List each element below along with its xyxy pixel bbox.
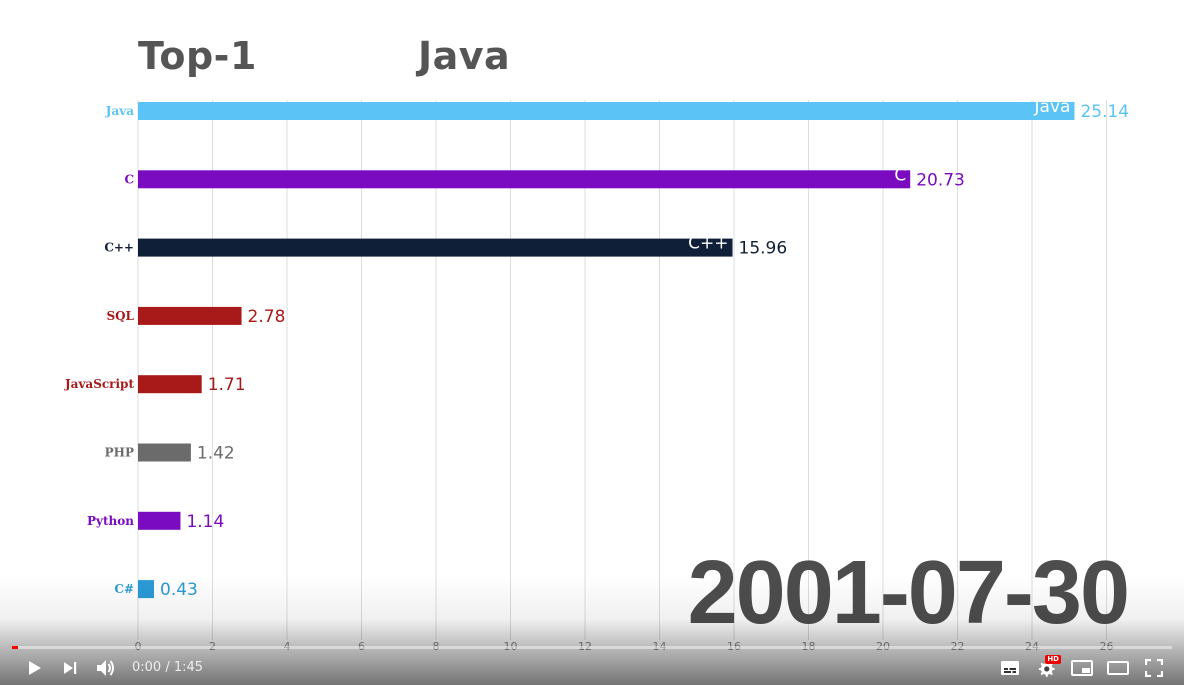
bar-value-label: 1.42 [197,444,235,464]
time-display: 0:00 / 1:45 [132,660,204,675]
bar [138,102,1075,120]
bar-value-label: 2.78 [248,307,286,327]
bar [138,375,202,394]
play-button[interactable] [16,651,52,685]
player-controls: 0:00 / 1:45 HD [0,650,1184,685]
y-category-label: SQL [106,309,134,323]
fullscreen-icon [1145,658,1163,677]
bar [138,306,242,325]
theater-icon [1107,660,1129,675]
bar-value-label: 0.43 [160,580,198,600]
bar [138,580,155,599]
next-button[interactable] [52,651,88,685]
bar-inner-label: Java [1034,97,1071,117]
progress-bar[interactable] [12,646,1172,649]
volume-button[interactable] [88,651,124,685]
miniplayer-button[interactable] [1064,651,1100,685]
bar-value-label: 20.73 [916,170,965,190]
theater-button[interactable] [1100,651,1136,685]
volume-icon [97,659,114,676]
bar-inner-label: C++ [688,234,728,254]
y-category-label: C [124,172,134,186]
settings-icon [1038,660,1055,677]
y-category-label: Python [87,514,134,528]
settings-button[interactable]: HD [1028,651,1064,685]
play-icon [29,660,41,675]
bar-value-label: 15.96 [739,239,788,259]
chart-title: Top-1 [138,34,257,78]
bar-inner-label: C [894,165,906,185]
miniplayer-icon [1071,659,1093,676]
subtitles-button[interactable] [992,651,1028,685]
fullscreen-button[interactable] [1136,651,1172,685]
y-category-label: PHP [105,446,134,460]
y-category-label: Java [105,104,134,118]
date-stamp: 2001-07-30 [687,543,1130,643]
progress-fill [12,646,18,649]
subtitles-icon [1001,660,1019,675]
hd-badge: HD [1045,654,1061,664]
bar [138,511,181,530]
next-icon [64,661,77,674]
leader-name: Java [418,34,511,78]
bar-value-label: 1.71 [208,375,246,395]
bar-value-label: 25.14 [1080,102,1129,122]
bar [138,170,911,189]
y-category-label: JavaScript [64,377,134,391]
y-category-label: C++ [104,241,134,255]
bar [138,443,191,462]
bar-value-label: 1.14 [186,512,224,532]
bar [138,238,733,257]
y-category-label: C# [114,582,134,596]
